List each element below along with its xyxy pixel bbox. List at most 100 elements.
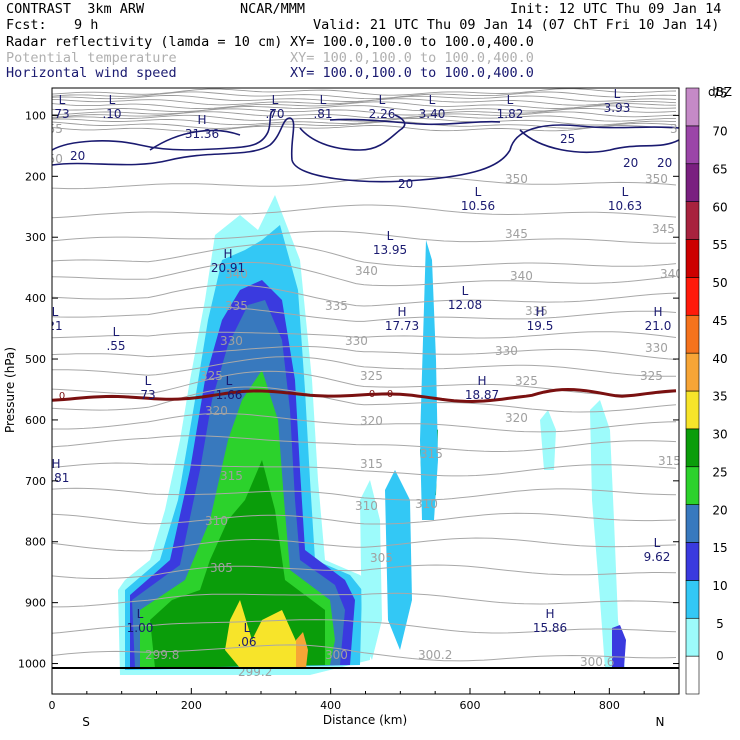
- extremum-value: 31.36: [185, 127, 219, 141]
- colorbar-label: 75: [712, 87, 727, 101]
- colorbar-label: 0: [716, 649, 724, 663]
- colorbar-label: 5: [716, 617, 724, 631]
- extremum-value: 17.73: [385, 319, 419, 333]
- theta-contour-line: [52, 356, 677, 377]
- y-tick-label: 500: [25, 353, 46, 366]
- theta-contour-line: [52, 175, 677, 190]
- extremum-value: .06: [237, 635, 256, 649]
- wind-contour-label: 20: [623, 156, 638, 170]
- theta-contour-line: [52, 435, 677, 452]
- theta-contour-label: 330: [645, 341, 668, 355]
- wind-speed-contour: [299, 114, 406, 151]
- extremum-value: 73: [54, 107, 69, 121]
- extremum-mark: L: [475, 185, 482, 199]
- colorbar-swatch: [685, 428, 700, 468]
- theta-contour-line: [52, 564, 677, 579]
- north-end-label: N: [656, 715, 665, 729]
- theta-contour-line: [52, 243, 677, 268]
- colorbar-swatch: [685, 87, 700, 127]
- colorbar-label: 60: [712, 200, 727, 214]
- extremum-mark: H: [197, 113, 206, 127]
- theta-contour-label: 355: [40, 122, 63, 136]
- colorbar-label: 10: [712, 579, 727, 593]
- org-label: NCAR/MMM: [240, 1, 306, 17]
- stratosphere-contour-line: [52, 118, 677, 126]
- theta-contour-line: [52, 386, 677, 413]
- extremum-mark: L: [429, 93, 436, 107]
- extremum-mark: H: [223, 247, 232, 261]
- theta-contour-label: 335: [225, 299, 248, 313]
- extremum-value: .55: [106, 339, 125, 353]
- colorbar-swatch: [685, 125, 700, 165]
- colorbar-swatch: [685, 466, 700, 505]
- theta-contour-label: 320: [505, 411, 528, 425]
- theta-contour-label: 345: [652, 222, 675, 236]
- theta-contour-label: 300.2: [418, 648, 452, 662]
- colorbar-label: 55: [712, 238, 727, 252]
- extremum-mark: L: [507, 93, 514, 107]
- reflectivity-region-40-dbz: [296, 632, 308, 668]
- colorbar-swatch: [685, 390, 700, 430]
- theta-contour-line: [52, 412, 677, 433]
- extremum-value: .70: [265, 107, 284, 121]
- melting-level-label: 0: [387, 389, 393, 400]
- melting-level-label: 0: [369, 389, 375, 400]
- theta-contour-label: 320: [360, 414, 383, 428]
- reflectivity-region-35-dbz: [225, 600, 300, 668]
- melting-level-label: 0: [59, 391, 65, 402]
- colorbar-swatch: [685, 542, 700, 581]
- theta-contour-label: 300: [325, 648, 348, 662]
- model-title: CONTRAST 3km ARW: [6, 1, 145, 17]
- extremum-mark: L: [622, 185, 629, 199]
- x-tick-label: 200: [181, 699, 202, 712]
- theta-contour-label: 350: [40, 152, 63, 166]
- x-tick-label: 600: [460, 699, 481, 712]
- extremum-value: 1.00: [127, 621, 154, 635]
- reflectivity-region-10-dbz: [385, 470, 412, 650]
- forecast-hour: 9 h: [74, 17, 99, 33]
- extremum-mark: H: [477, 374, 486, 388]
- stratosphere-contour-line: [52, 91, 677, 100]
- theta-contour-label: 320: [205, 404, 228, 418]
- colorbar-swatch: [685, 239, 700, 278]
- theta-contour-label: 325: [360, 369, 383, 383]
- theta-contour-label: 300.6: [580, 655, 614, 669]
- upper-wind-contours: [52, 88, 679, 183]
- field-2-xy: XY= 100.0,100.0 to 100.0,400.0: [290, 50, 534, 66]
- extremum-value: 0.81: [43, 471, 70, 485]
- extremum-mark: L: [52, 305, 59, 319]
- field-1-name: Radar reflectivity (lamda = 10 cm): [6, 34, 283, 50]
- reflectivity-layer: [118, 195, 626, 675]
- colorbar-label: 45: [712, 314, 727, 328]
- melting-level-line: [52, 387, 677, 404]
- y-tick-label: 1000: [18, 658, 46, 671]
- theta-contour-label: 355: [670, 122, 693, 136]
- x-tick-label: 0: [49, 699, 56, 712]
- extremum-value: 12.08: [448, 298, 482, 312]
- extremum-value: 13.95: [373, 243, 407, 257]
- theta-contour-line: [52, 261, 677, 287]
- colorbar-swatch: [685, 277, 700, 316]
- contour-labels: 355 350 350 350 355 345 345 340 340 340 340 335 335 3…: [40, 88, 693, 679]
- extremum-mark: H: [397, 305, 406, 319]
- colorbar-label: 25: [712, 465, 727, 479]
- extremum-mark: L: [320, 93, 327, 107]
- extremum-value: 3.40: [419, 107, 446, 121]
- theta-contour-label: 310: [205, 514, 228, 528]
- theta-contour-line: [52, 619, 677, 634]
- x-tick-label: 400: [320, 699, 341, 712]
- theta-contour-label: 350: [645, 172, 668, 186]
- colorbar-label: 65: [712, 162, 727, 176]
- reflectivity-region-10-dbz: [420, 240, 438, 520]
- theta-contour-label: 335: [525, 304, 548, 318]
- theta-contour-line: [52, 487, 677, 501]
- wind-speed-contour: [519, 129, 679, 153]
- colorbar-swatch: [685, 163, 700, 202]
- extremum-value: .10: [102, 107, 121, 121]
- theta-contour-line: [52, 306, 677, 322]
- melting-level: 0 0 0: [52, 387, 677, 404]
- wind-speed-contour: [52, 109, 275, 151]
- theta-contour-label: 350: [505, 172, 528, 186]
